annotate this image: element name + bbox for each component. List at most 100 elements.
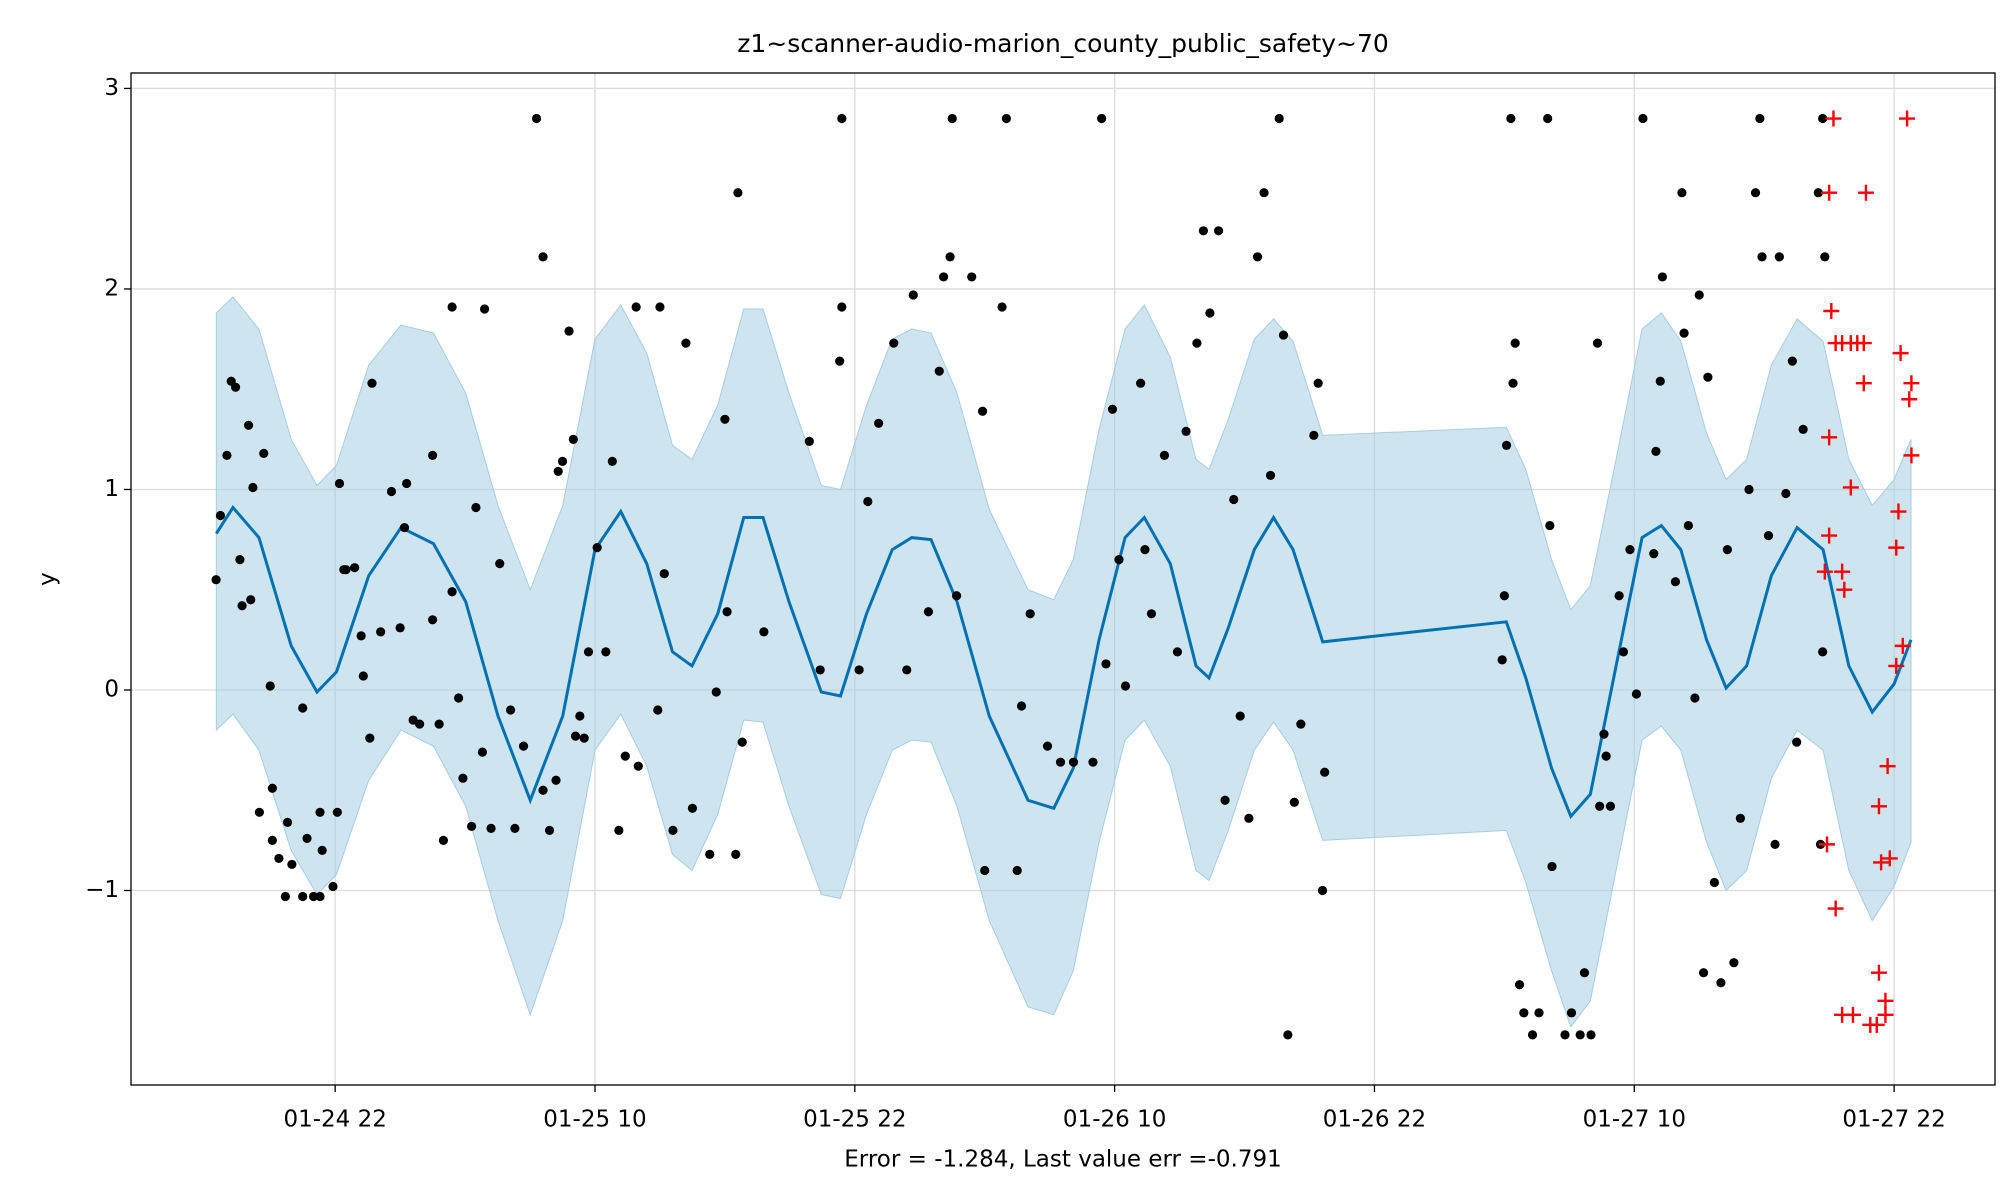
data-point bbox=[568, 434, 578, 444]
data-point bbox=[1631, 689, 1642, 699]
data-point bbox=[538, 252, 548, 262]
data-point bbox=[395, 623, 405, 633]
data-point bbox=[1774, 252, 1784, 262]
y-axis-label: y bbox=[35, 572, 61, 586]
data-point bbox=[1192, 338, 1202, 348]
data-point bbox=[282, 817, 293, 827]
data-point bbox=[1107, 404, 1118, 414]
data-point bbox=[1566, 1008, 1577, 1018]
data-point bbox=[1172, 647, 1183, 657]
data-point bbox=[1683, 520, 1694, 531]
data-point bbox=[495, 559, 505, 569]
data-point bbox=[889, 338, 899, 348]
data-point bbox=[215, 510, 226, 521]
data-point bbox=[570, 731, 581, 741]
test-point bbox=[1836, 581, 1853, 598]
data-point bbox=[1534, 1008, 1544, 1018]
data-point bbox=[1709, 877, 1719, 888]
data-point bbox=[1575, 1030, 1585, 1040]
data-point bbox=[237, 601, 247, 611]
data-point bbox=[1770, 839, 1780, 849]
data-point bbox=[1787, 356, 1797, 366]
data-point bbox=[1560, 1030, 1570, 1040]
data-point bbox=[1729, 958, 1739, 968]
data-point bbox=[471, 502, 481, 513]
data-point bbox=[505, 705, 516, 715]
data-point bbox=[720, 414, 730, 424]
x-tick-label: 01-25 22 bbox=[803, 1107, 906, 1133]
data-point bbox=[1506, 113, 1516, 124]
data-point bbox=[1320, 767, 1330, 777]
data-point bbox=[1703, 372, 1713, 382]
data-point bbox=[854, 665, 864, 675]
data-point bbox=[938, 272, 949, 282]
test-point bbox=[1870, 964, 1887, 981]
data-point bbox=[951, 591, 962, 601]
data-point bbox=[934, 366, 944, 376]
data-point bbox=[1296, 719, 1306, 729]
data-point bbox=[1579, 968, 1590, 978]
data-point bbox=[1519, 1008, 1529, 1018]
data-point bbox=[298, 891, 308, 902]
data-point bbox=[1820, 252, 1830, 262]
data-point bbox=[1265, 470, 1276, 481]
data-point bbox=[1625, 545, 1635, 555]
data-point bbox=[399, 522, 410, 533]
data-point bbox=[902, 665, 912, 675]
data-point bbox=[211, 575, 221, 585]
data-point bbox=[415, 719, 425, 729]
data-point bbox=[737, 737, 747, 747]
data-point bbox=[356, 631, 366, 641]
data-point bbox=[655, 302, 665, 312]
data-point bbox=[1750, 188, 1761, 198]
data-point bbox=[551, 775, 561, 785]
data-point bbox=[1259, 188, 1269, 198]
data-point bbox=[315, 807, 325, 817]
data-point bbox=[759, 627, 769, 637]
data-point bbox=[1068, 757, 1079, 767]
data-point bbox=[1651, 446, 1661, 456]
data-point bbox=[438, 835, 449, 845]
data-point bbox=[1527, 1030, 1538, 1040]
data-point bbox=[1274, 113, 1284, 124]
data-point bbox=[1818, 647, 1828, 657]
data-point bbox=[274, 853, 284, 864]
data-point bbox=[977, 406, 988, 416]
test-point bbox=[1877, 992, 1894, 1009]
forecast-line bbox=[215, 505, 1913, 820]
y-tick-label: 1 bbox=[104, 476, 119, 502]
data-point bbox=[428, 615, 438, 625]
data-point bbox=[1317, 885, 1328, 896]
data-point bbox=[1101, 659, 1111, 669]
data-point bbox=[1181, 426, 1191, 436]
data-point bbox=[631, 302, 641, 312]
test-point bbox=[1888, 657, 1905, 674]
data-point bbox=[235, 555, 245, 565]
data-point bbox=[1146, 609, 1157, 619]
data-point bbox=[863, 496, 873, 507]
data-point bbox=[837, 113, 847, 124]
data-point bbox=[341, 565, 351, 575]
data-point bbox=[302, 833, 312, 843]
test-point bbox=[1821, 184, 1838, 201]
data-point bbox=[315, 891, 325, 902]
data-point bbox=[1694, 290, 1704, 300]
test-point bbox=[1821, 429, 1838, 446]
y-tick-label: 3 bbox=[104, 75, 119, 101]
data-point bbox=[1657, 272, 1668, 282]
data-point bbox=[705, 849, 715, 860]
data-point bbox=[1744, 484, 1754, 495]
data-point bbox=[923, 607, 934, 617]
data-point bbox=[1136, 378, 1146, 388]
data-point bbox=[837, 302, 847, 312]
data-point bbox=[1649, 549, 1659, 559]
data-point bbox=[1670, 577, 1681, 587]
data-point bbox=[620, 751, 630, 761]
data-point bbox=[1792, 737, 1802, 747]
data-point bbox=[1605, 801, 1616, 811]
data-point bbox=[510, 823, 520, 833]
data-point bbox=[1595, 801, 1605, 811]
data-point bbox=[486, 823, 496, 833]
data-point bbox=[334, 478, 345, 489]
data-point bbox=[1547, 861, 1557, 872]
